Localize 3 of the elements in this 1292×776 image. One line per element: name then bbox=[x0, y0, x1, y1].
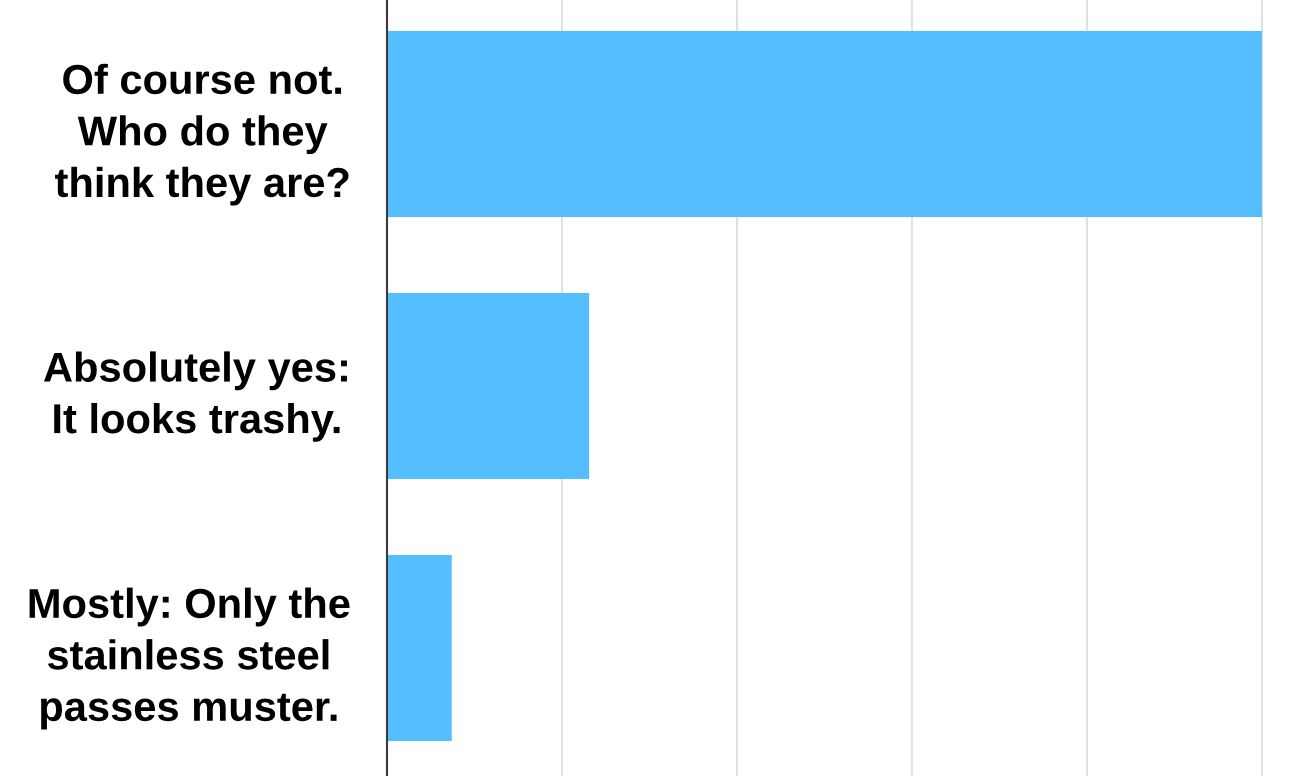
y-tick-label: Mostly: Only the stainless steel passes muster. bbox=[29, 587, 350, 730]
y-tick-label: Of course not. Who do they think they are? bbox=[55, 63, 349, 206]
y-tick-label: Absolutely yes: It looks trashy. bbox=[43, 351, 347, 442]
